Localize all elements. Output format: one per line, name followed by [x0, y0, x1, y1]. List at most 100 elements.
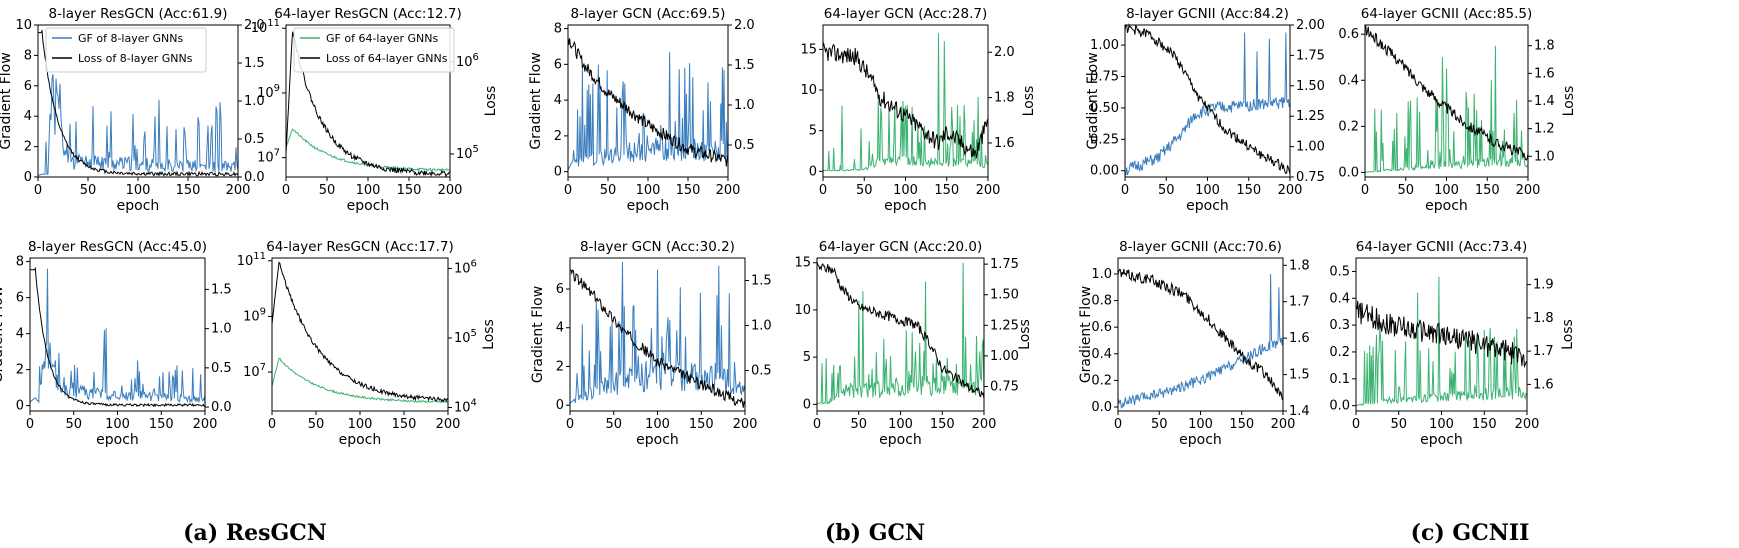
- loss-series-line: [1364, 25, 1529, 161]
- x-tick-label: 100: [356, 183, 381, 198]
- x-tick-label: 100: [645, 417, 670, 432]
- x-axis-label: epoch: [636, 432, 679, 448]
- right-axis-label: Loss: [1017, 319, 1033, 350]
- chart-title: 8-layer ResGCN (Acc:61.9): [49, 6, 228, 22]
- x-tick-label: 150: [1475, 183, 1500, 198]
- loss-series-line: [38, 29, 239, 177]
- x-tick-label: 150: [1236, 183, 1261, 198]
- x-tick-label: 150: [930, 417, 955, 432]
- legend-label: Loss of 8-layer GNNs: [78, 52, 193, 65]
- chart-p1: 8-layer ResGCN (Acc:61.9)0 50 100 150 200epo…: [0, 6, 265, 214]
- x-tick-label: 100: [636, 183, 661, 198]
- x-tick-label: 150: [397, 183, 422, 198]
- gf-series-line: [816, 262, 985, 405]
- loss-series-line: [1124, 23, 1291, 175]
- right-tick-label: 1.5: [211, 282, 232, 297]
- left-tick-label: 0: [24, 170, 32, 185]
- right-tick-label: 1.6: [994, 136, 1015, 151]
- right-axis-label: Loss: [1561, 86, 1577, 117]
- x-tick-label: 100: [348, 417, 373, 432]
- x-tick-label: 50: [856, 183, 873, 198]
- right-axis-label: Loss: [481, 319, 497, 350]
- x-tick-label: 200: [1516, 183, 1541, 198]
- left-tick-label: 0.0: [1329, 399, 1350, 414]
- x-tick-label: 0: [1121, 183, 1129, 198]
- x-tick-label: 50: [1397, 183, 1414, 198]
- right-tick-label: 0.5: [734, 138, 755, 153]
- right-tick-label: 1.2: [1534, 122, 1555, 137]
- right-tick-label: 1.75: [1296, 48, 1325, 63]
- x-tick-label: 100: [1429, 417, 1454, 432]
- x-tick-label: 50: [600, 183, 617, 198]
- x-tick-label: 100: [126, 183, 151, 198]
- x-tick-label: 200: [226, 183, 251, 198]
- plot-frame: [816, 257, 985, 412]
- gf-series-line: [1117, 273, 1284, 409]
- x-tick-label: 0: [268, 417, 276, 432]
- left-tick-label: 0.2: [1091, 373, 1112, 388]
- right-tick-label: 2.0: [994, 45, 1015, 60]
- x-tick-label: 100: [888, 417, 913, 432]
- right-tick-label: 105: [454, 328, 477, 346]
- x-tick-label: 0: [1352, 417, 1360, 432]
- x-tick-label: 200: [438, 183, 463, 198]
- x-tick-label: 50: [1390, 417, 1407, 432]
- gf-series-line: [567, 52, 729, 171]
- x-tick-label: 150: [176, 183, 201, 198]
- left-tick-label: 109: [243, 306, 266, 324]
- legend: GF of 8-layer GNNs Loss of 8-layer GNNs: [45, 27, 207, 73]
- x-tick-label: 150: [392, 417, 417, 432]
- right-tick-label: 0.5: [751, 364, 772, 379]
- x-tick-label: 50: [605, 417, 622, 432]
- left-tick-label: 0.5: [1329, 264, 1350, 279]
- left-tick-label: 6: [16, 291, 24, 306]
- left-tick-label: 0: [554, 165, 562, 180]
- x-axis-label: epoch: [884, 198, 927, 214]
- left-tick-label: 1011: [251, 18, 280, 36]
- right-tick-label: 104: [454, 398, 477, 416]
- loss-series-line: [271, 261, 449, 403]
- right-tick-label: 1.0: [244, 94, 265, 109]
- left-tick-label: 0.0: [1091, 400, 1112, 415]
- right-tick-label: 1.7: [1289, 295, 1310, 310]
- right-tick-label: 2.00: [1296, 18, 1325, 33]
- x-tick-label: 200: [1278, 183, 1303, 198]
- left-tick-label: 0.00: [1090, 164, 1119, 179]
- x-tick-label: 0: [813, 417, 821, 432]
- x-tick-label: 200: [976, 183, 1001, 198]
- chart-title: 64-layer GCN (Acc:20.0): [819, 239, 982, 255]
- right-tick-label: 1.0: [211, 322, 232, 337]
- x-tick-label: 50: [65, 417, 82, 432]
- left-tick-label: 0.4: [1338, 73, 1359, 88]
- legend-label: GF of 8-layer GNNs: [78, 32, 183, 45]
- left-tick-label: 6: [24, 79, 32, 94]
- left-tick-label: 10: [800, 83, 817, 98]
- left-tick-label: 10: [794, 303, 811, 318]
- gf-series-line: [1355, 276, 1528, 407]
- left-axis-label: Gradient Flow: [0, 52, 14, 149]
- chart-title: 64-layer GCNII (Acc:85.5): [1361, 6, 1532, 22]
- left-tick-label: 15: [800, 42, 817, 57]
- left-tick-label: 0: [803, 397, 811, 412]
- chart-p4: 64-layer GCN (Acc:28.7)0 50 100 150 200epoch…: [800, 6, 1037, 214]
- right-axis-label: Loss: [1021, 86, 1037, 117]
- left-tick-label: 0: [16, 399, 24, 414]
- right-tick-label: 106: [454, 258, 477, 276]
- left-tick-label: 5: [803, 350, 811, 365]
- right-tick-label: 1.8: [1533, 311, 1554, 326]
- right-tick-label: 1.4: [1534, 94, 1555, 109]
- x-axis-label: epoch: [347, 198, 390, 214]
- left-tick-label: 0.25: [1090, 132, 1119, 147]
- x-axis-label: epoch: [339, 432, 382, 448]
- x-tick-label: 200: [716, 183, 741, 198]
- chart-p7: 8-layer ResGCN (Acc:45.0) 0 50 100 150 200 epo…: [0, 239, 232, 448]
- x-tick-label: 0: [566, 417, 574, 432]
- chart-p2: 64-layer ResGCN (Acc:12.7) 0 50 100 150 200 ep…: [251, 6, 499, 214]
- left-tick-label: 2: [556, 359, 564, 374]
- x-tick-label: 200: [436, 417, 461, 432]
- left-tick-label: 0.75: [1090, 70, 1119, 85]
- x-tick-label: 150: [676, 183, 701, 198]
- left-tick-label: 8: [16, 255, 24, 270]
- chart-title: 64-layer GCNII (Acc:73.4): [1356, 239, 1527, 255]
